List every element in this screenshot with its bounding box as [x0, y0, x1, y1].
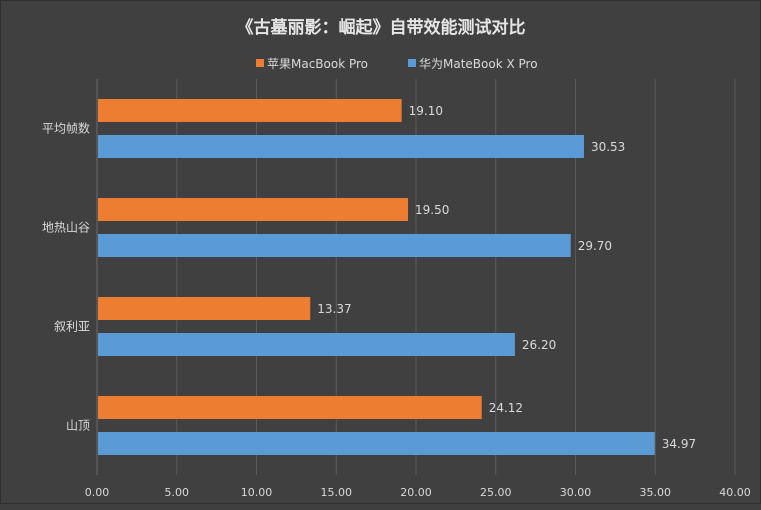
- bar-matebook: [98, 432, 655, 455]
- bar-matebook: [98, 333, 515, 356]
- chart-legend: 苹果MacBook Pro 华为MateBook X Pro: [256, 57, 538, 71]
- chart-title: 《古墓丽影：崛起》自带效能测试对比: [237, 17, 526, 38]
- data-label: 29.70: [578, 239, 612, 253]
- data-labels: 19.10 30.53 19.50 29.70 13.37 26.20 24.12 34.97: [317, 104, 696, 451]
- data-label: 30.53: [591, 140, 625, 154]
- x-tick-label: 35.00: [640, 486, 672, 499]
- category-label: 山顶: [66, 419, 90, 433]
- data-label: 19.50: [415, 203, 449, 217]
- data-label: 13.37: [317, 302, 351, 316]
- data-label: 34.97: [662, 437, 696, 451]
- category-label: 平均帧数: [42, 121, 90, 136]
- bar-matebook: [98, 234, 571, 257]
- data-label: 26.20: [522, 338, 556, 352]
- x-tick-label: 25.00: [480, 486, 512, 499]
- bars: [98, 99, 655, 455]
- bar-matebook: [98, 135, 584, 158]
- x-tick-label: 20.00: [400, 486, 432, 499]
- bar-macbook: [98, 297, 311, 320]
- data-label: 24.12: [489, 401, 523, 415]
- x-tick-label: 15.00: [321, 486, 353, 499]
- bar-macbook: [98, 396, 482, 419]
- x-tick-label: 30.00: [560, 486, 592, 499]
- x-tick-labels: 0.00 5.00 10.00 15.00 20.00 25.00 30.00 35.00 40…: [85, 486, 751, 499]
- legend-label: 苹果MacBook Pro: [267, 57, 368, 71]
- x-tick-label: 0.00: [85, 486, 110, 499]
- legend-swatch: [408, 59, 416, 67]
- data-label: 19.10: [409, 104, 443, 118]
- x-tick-label: 40.00: [719, 486, 751, 499]
- bar-macbook: [98, 99, 402, 122]
- bar-macbook: [98, 198, 409, 221]
- category-label: 叙利亚: [54, 320, 90, 334]
- x-tick-label: 5.00: [165, 486, 190, 499]
- x-tick-label: 10.00: [241, 486, 273, 499]
- category-label: 地热山谷: [42, 221, 90, 235]
- legend-label: 华为MateBook X Pro: [419, 57, 538, 71]
- legend-swatch: [256, 59, 264, 67]
